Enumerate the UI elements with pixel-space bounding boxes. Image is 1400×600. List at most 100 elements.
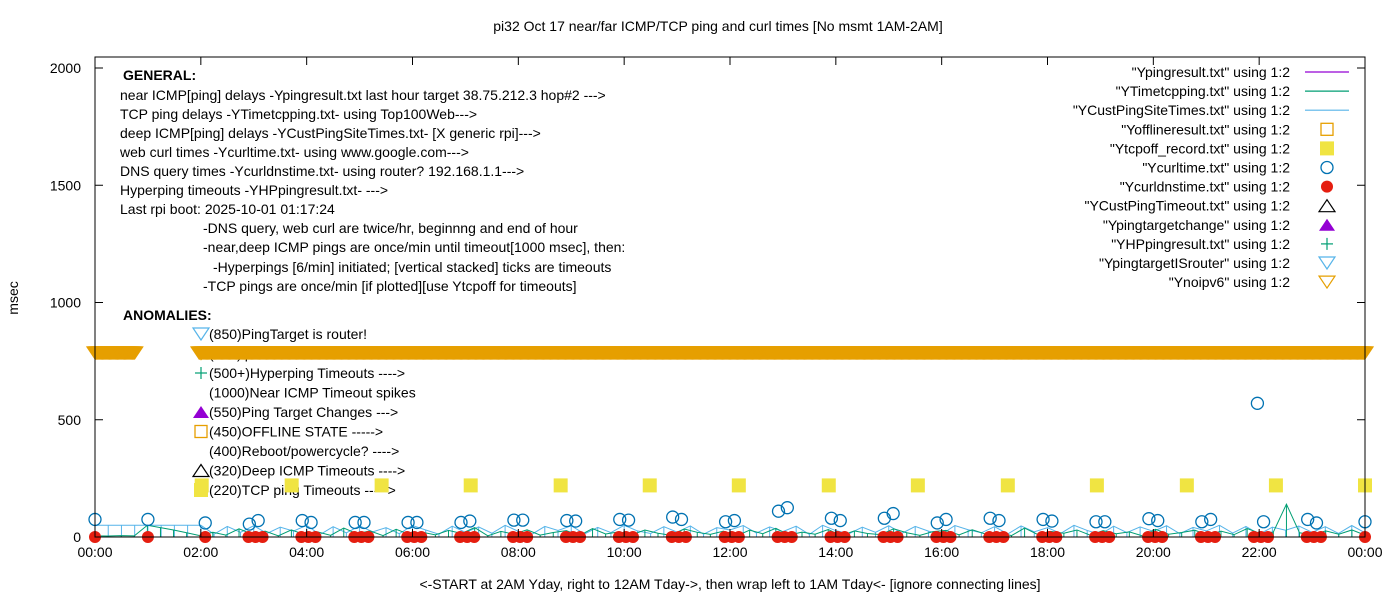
legend-label: "Ypingtargetchange" using 1:2 xyxy=(1103,217,1290,233)
data-point xyxy=(295,513,309,528)
general-line: DNS query times -Ycurldnstime.txt- using… xyxy=(120,163,524,179)
series-open-circle xyxy=(88,396,1372,531)
legend-label: "YTimetcpping.txt" using 1:2 xyxy=(1116,83,1291,99)
y-tick-label: 1000 xyxy=(50,295,81,311)
anomaly-text: (220)TCP ping Timeouts -----> xyxy=(209,482,396,498)
general-line: near ICMP[ping] delays -Ypingresult.txt … xyxy=(120,87,606,103)
general-line: Hyperping timeouts -YHPpingresult.txt- -… xyxy=(120,182,388,198)
data-point xyxy=(1256,515,1271,529)
data-point xyxy=(731,478,746,493)
data-point xyxy=(771,504,786,518)
y-axis-label: msec xyxy=(5,281,21,314)
anomaly-text: (500+)Hyperping Timeouts ----> xyxy=(209,365,405,381)
data-point xyxy=(357,515,371,530)
legend-label: "YHPpingresult.txt" using 1:2 xyxy=(1111,236,1290,252)
data-point xyxy=(198,516,212,530)
legend-marker xyxy=(1319,218,1335,231)
data-point xyxy=(1250,396,1265,410)
data-point xyxy=(821,478,836,493)
legend-label: "Ycurltime.txt" using 1:2 xyxy=(1142,160,1290,176)
data-point xyxy=(930,516,944,530)
data-point xyxy=(1268,478,1283,493)
data-point xyxy=(780,501,794,515)
data-point xyxy=(284,478,299,493)
note-line: -near,deep ICMP pings are once/min until… xyxy=(203,239,625,255)
axes: 0 500 1000 1500 2000 00:00 02:00 04:00 06:00 08:0… xyxy=(50,56,1383,560)
data-point xyxy=(242,517,256,531)
data-point xyxy=(642,478,657,493)
data-point xyxy=(886,506,900,521)
anomaly-text: (1000)Near ICMP Timeout spikes xyxy=(209,385,416,401)
x-axis-label: <-START at 2AM Yday, right to 12AM Tday-… xyxy=(419,576,1040,592)
data-point xyxy=(674,512,689,527)
legend-marker xyxy=(1320,122,1334,136)
data-point xyxy=(463,514,477,528)
x-tick-label: 04:00 xyxy=(289,544,324,560)
data-point xyxy=(1036,512,1050,527)
data-point xyxy=(1089,515,1103,529)
legend-marker xyxy=(1317,256,1337,271)
data-point xyxy=(1179,478,1194,493)
data-point xyxy=(718,515,733,529)
general-heading: GENERAL: xyxy=(123,67,196,83)
anomaly-text: (550)Ping Target Changes ---> xyxy=(209,404,398,420)
x-tick-label: 20:00 xyxy=(1136,544,1171,560)
data-point xyxy=(910,478,925,493)
data-point xyxy=(1309,516,1324,530)
data-point xyxy=(560,513,574,528)
y-tick-label: 1500 xyxy=(50,177,81,193)
data-point xyxy=(1098,515,1112,529)
series-filled-square xyxy=(194,478,1372,493)
legend-label: "Yofflineresult.txt" using 1:2 xyxy=(1121,121,1290,137)
legend-label: "Ypingresult.txt" using 1:2 xyxy=(1132,64,1291,80)
legend-label: "Ytcpoff_record.txt" using 1:2 xyxy=(1110,140,1290,156)
note-line: -TCP pings are once/min [if plotted][use… xyxy=(203,278,577,294)
data-point xyxy=(348,515,362,530)
data-point xyxy=(1195,515,1209,529)
anomaly-text: (320)Deep ICMP Timeouts ----> xyxy=(209,463,405,479)
data-point xyxy=(194,478,209,493)
data-point xyxy=(666,510,680,524)
general-line: Last rpi boot: 2025-10-01 01:17:24 xyxy=(120,201,335,217)
annotations: GENERAL: near ICMP[ping] delays -Ypingre… xyxy=(119,67,625,323)
x-tick-label: 18:00 xyxy=(1030,544,1065,560)
data-point xyxy=(1000,478,1015,493)
legend-marker xyxy=(1317,198,1337,213)
legend-marker xyxy=(1320,160,1334,175)
data-point xyxy=(507,513,521,527)
x-tick-label: 02:00 xyxy=(183,544,218,560)
legend-label: "Ynoipv6" using 1:2 xyxy=(1169,274,1290,290)
y-tick-label: 0 xyxy=(73,529,81,545)
anomaly-marker xyxy=(195,367,207,379)
x-tick-label: 00:00 xyxy=(77,544,112,560)
data-point xyxy=(251,513,265,528)
general-line: TCP ping delays -YTimetcpping.txt- using… xyxy=(120,106,477,122)
data-point xyxy=(1045,514,1059,528)
anomaly-marker xyxy=(191,327,211,342)
data-point xyxy=(463,478,478,493)
data-point xyxy=(833,513,847,528)
series-open-down-triangle xyxy=(85,346,1375,360)
data-point xyxy=(401,515,415,530)
anomaly-marker xyxy=(191,463,211,478)
data-point xyxy=(569,514,583,528)
x-tick-label: 10:00 xyxy=(607,544,642,560)
legend-marker xyxy=(1320,141,1334,156)
legend-marker xyxy=(1321,180,1333,193)
data-point xyxy=(824,511,839,525)
general-line: deep ICMP[ping] delays -YCustPingSiteTim… xyxy=(120,125,541,141)
data-point xyxy=(141,512,155,527)
legend-marker xyxy=(1321,237,1333,250)
data-point xyxy=(1151,513,1165,528)
data-point xyxy=(621,513,636,527)
x-tick-label: 16:00 xyxy=(924,544,959,560)
legend-label: "YpingtargetISrouter" using 1:2 xyxy=(1099,255,1290,271)
anomaly-text: (450)OFFLINE STATE -----> xyxy=(209,424,383,440)
x-tick-label: 00:00 xyxy=(1347,544,1382,560)
data-point xyxy=(1204,512,1218,527)
y-tick-label: 2000 xyxy=(50,60,81,76)
legend: "Ypingresult.txt" using 1:2 "YTimetcpping… xyxy=(1073,64,1349,290)
legend-marker xyxy=(1317,275,1337,290)
data-point xyxy=(727,513,742,528)
